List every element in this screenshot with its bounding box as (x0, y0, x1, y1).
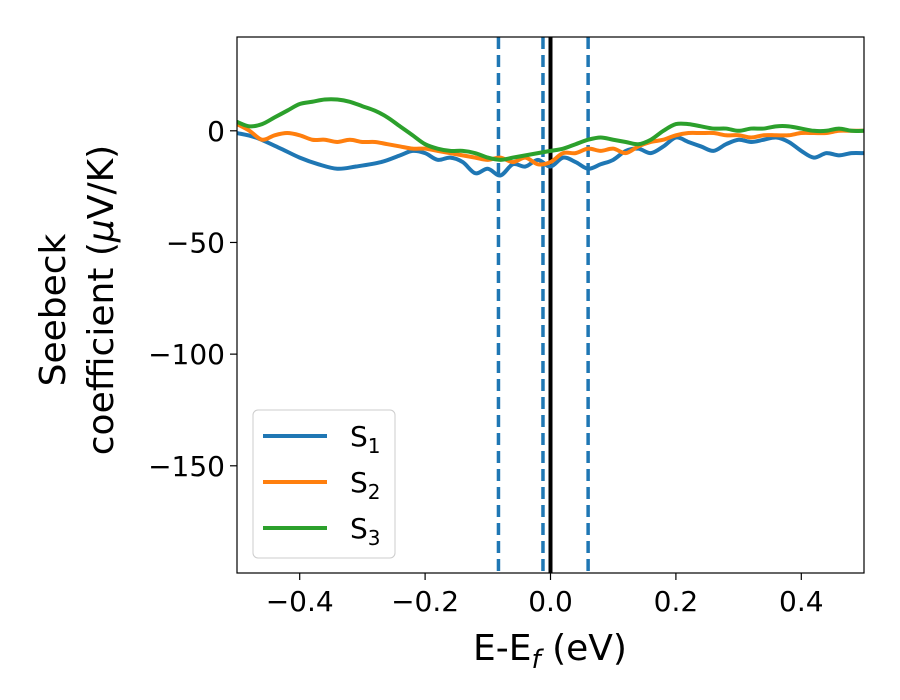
y-axis-title-mu: μ (81, 219, 122, 243)
y-axis-ticks: 0 −50 −100 −150 (148, 115, 237, 483)
y-axis-title-line2: coefficient (μV/K) (81, 145, 122, 455)
y-tick-label: 0 (207, 115, 225, 148)
x-tick-label: 0.0 (528, 585, 573, 618)
x-axis-title: E-Ef (eV) (473, 628, 627, 675)
x-tick-label: 0.4 (779, 585, 824, 618)
y-axis-title: Seebeck coefficient (μV/K) (33, 145, 122, 455)
legend-label-s3: S3 (350, 512, 381, 550)
legend-label-main: S (350, 512, 368, 545)
series-line-s2 (237, 122, 864, 167)
series-line-s3 (237, 97, 864, 162)
x-axis-title-unit: (eV) (541, 628, 627, 669)
legend-label-sub: 1 (368, 434, 381, 458)
y-axis-title-line1: Seebeck (33, 233, 74, 386)
x-tick-label: 0.2 (654, 585, 699, 618)
x-axis-ticks: −0.4 −0.2 0.0 0.2 0.4 (266, 573, 824, 618)
x-tick-label: −0.4 (266, 585, 334, 618)
series-line-s1 (237, 131, 864, 178)
y-axis-title-text: coefficient ( (81, 242, 122, 455)
legend-label-main: S (350, 466, 368, 499)
legend-label-main: S (350, 420, 368, 453)
legend-label-sub: 2 (368, 480, 381, 504)
y-tick-label: −150 (148, 450, 225, 483)
y-axis-title-unit: V/K) (81, 145, 122, 219)
series-lines (237, 97, 864, 178)
legend-label-s2: S2 (350, 466, 381, 504)
x-tick-label: −0.2 (391, 585, 459, 618)
y-tick-label: −50 (166, 226, 225, 259)
y-tick-label: −100 (148, 338, 225, 371)
x-axis-title-main: E-E (473, 628, 531, 669)
reference-lines (496, 37, 590, 573)
legend-label-sub: 3 (368, 526, 381, 550)
legend-label-s1: S1 (350, 420, 381, 458)
